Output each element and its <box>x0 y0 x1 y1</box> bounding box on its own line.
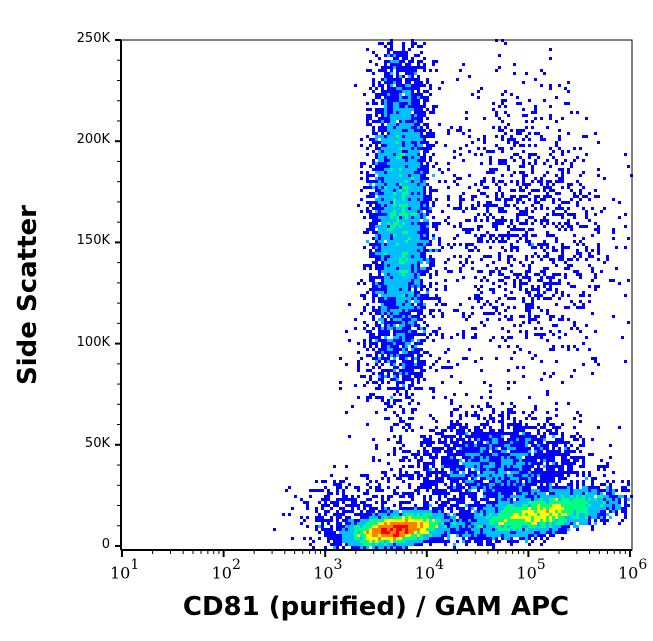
x-axis-label: CD81 (purified) / GAM APC <box>182 592 570 622</box>
axes <box>115 39 633 557</box>
y-tick-label: 150K <box>76 233 110 249</box>
x-tick-label: 106 <box>618 557 648 583</box>
y-axis-label: Side Scatter <box>13 205 43 385</box>
y-tick-label: 0 <box>101 537 110 552</box>
x-tick-label: 102 <box>211 557 241 583</box>
x-tick-label: 104 <box>414 557 445 583</box>
y-tick-label: 250K <box>76 31 110 46</box>
y-tick-label: 50K <box>84 435 110 451</box>
x-tick-label: 101 <box>110 557 140 583</box>
y-tick-label: 200K <box>76 132 110 148</box>
data-points <box>273 39 633 549</box>
y-tick-label: 100K <box>76 334 110 350</box>
x-tick-label: 103 <box>313 557 343 583</box>
x-tick-label: 105 <box>516 557 546 583</box>
